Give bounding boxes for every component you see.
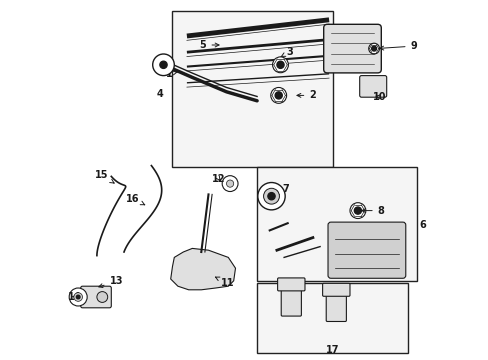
Text: 11: 11 [215,277,234,288]
Polygon shape [170,248,235,290]
Text: 3: 3 [280,47,292,57]
Text: 15: 15 [95,170,114,183]
Bar [257,283,407,353]
Circle shape [74,293,82,301]
Text: 4: 4 [156,89,163,99]
Circle shape [272,57,288,73]
Text: 6: 6 [419,220,425,230]
Text: 14: 14 [68,292,81,302]
Circle shape [76,295,80,299]
Bar [172,11,332,167]
Circle shape [275,92,282,99]
Text: 8: 8 [361,206,384,216]
Circle shape [222,176,238,192]
FancyBboxPatch shape [322,283,349,296]
FancyBboxPatch shape [323,24,381,73]
Circle shape [354,207,361,214]
Circle shape [276,61,284,68]
Circle shape [160,61,167,68]
Text: 7: 7 [274,184,289,194]
Text: 16: 16 [125,194,144,205]
Bar [257,167,416,281]
Circle shape [226,180,233,187]
Circle shape [152,54,174,76]
Circle shape [97,292,107,302]
FancyBboxPatch shape [281,282,301,316]
FancyBboxPatch shape [325,287,346,321]
Circle shape [368,43,379,54]
Text: 10: 10 [372,92,386,102]
Text: 17: 17 [325,345,339,355]
Circle shape [257,183,285,210]
Text: 12: 12 [212,174,225,184]
Text: 9: 9 [379,41,416,51]
Text: 2: 2 [296,90,315,100]
Circle shape [349,203,365,219]
Circle shape [371,46,376,51]
Text: 13: 13 [99,276,123,288]
FancyBboxPatch shape [327,222,405,278]
FancyBboxPatch shape [81,286,111,308]
Circle shape [267,193,275,200]
FancyBboxPatch shape [359,76,386,97]
Circle shape [69,288,87,306]
Circle shape [270,87,286,103]
FancyBboxPatch shape [277,278,305,291]
Circle shape [263,188,279,204]
Text: 5: 5 [199,40,219,50]
Text: 1: 1 [165,69,178,79]
